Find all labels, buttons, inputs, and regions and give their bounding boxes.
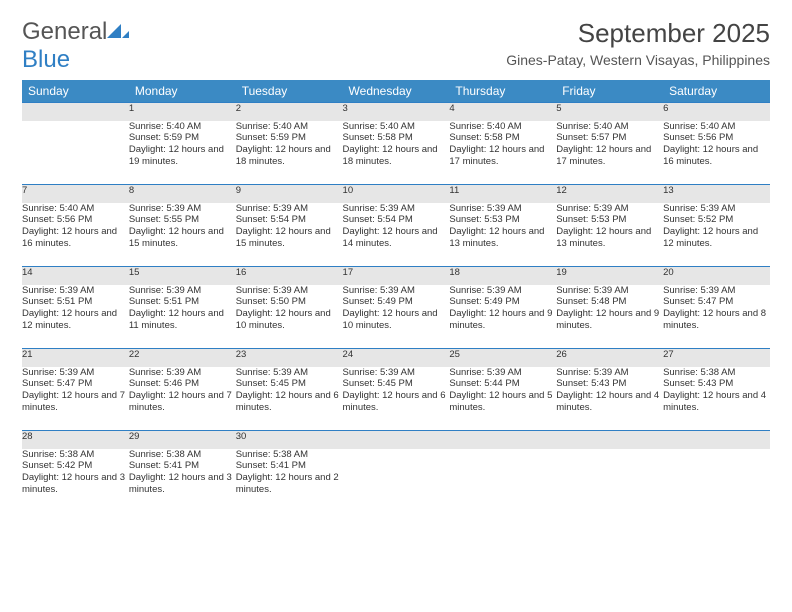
- day-num: [556, 431, 663, 449]
- day-num: 18: [449, 267, 556, 285]
- week-info: Sunrise: 5:39 AMSunset: 5:47 PMDaylight:…: [22, 367, 770, 431]
- day-num: 10: [343, 185, 450, 203]
- day-num: 11: [449, 185, 556, 203]
- day-info: Sunrise: 5:39 AMSunset: 5:53 PMDaylight:…: [556, 203, 663, 267]
- day-header-row: Sunday Monday Tuesday Wednesday Thursday…: [22, 80, 770, 103]
- week-info: Sunrise: 5:38 AMSunset: 5:42 PMDaylight:…: [22, 449, 770, 505]
- logo-text: GeneralBlue: [22, 18, 129, 74]
- day-info: Sunrise: 5:40 AMSunset: 5:58 PMDaylight:…: [449, 121, 556, 185]
- day-info: Sunrise: 5:40 AMSunset: 5:58 PMDaylight:…: [343, 121, 450, 185]
- day-info: Sunrise: 5:39 AMSunset: 5:48 PMDaylight:…: [556, 285, 663, 349]
- day-info: [449, 449, 556, 505]
- month-title: September 2025: [506, 18, 770, 49]
- day-info: Sunrise: 5:39 AMSunset: 5:47 PMDaylight:…: [22, 367, 129, 431]
- day-num: 2: [236, 103, 343, 121]
- day-num: 24: [343, 349, 450, 367]
- dh-sat: Saturday: [663, 80, 770, 103]
- day-info: Sunrise: 5:39 AMSunset: 5:43 PMDaylight:…: [556, 367, 663, 431]
- dh-wed: Wednesday: [343, 80, 450, 103]
- dh-fri: Friday: [556, 80, 663, 103]
- day-info: [22, 121, 129, 185]
- day-info: Sunrise: 5:39 AMSunset: 5:45 PMDaylight:…: [343, 367, 450, 431]
- day-num: 28: [22, 431, 129, 449]
- day-info: Sunrise: 5:39 AMSunset: 5:49 PMDaylight:…: [343, 285, 450, 349]
- day-info: Sunrise: 5:39 AMSunset: 5:51 PMDaylight:…: [129, 285, 236, 349]
- day-info: Sunrise: 5:39 AMSunset: 5:50 PMDaylight:…: [236, 285, 343, 349]
- week-row: 7 8 9 10 11 12 13: [22, 185, 770, 203]
- week-row: 28 29 30: [22, 431, 770, 449]
- location-label: Gines-Patay, Western Visayas, Philippine…: [506, 52, 770, 68]
- day-num: 1: [129, 103, 236, 121]
- day-info: Sunrise: 5:39 AMSunset: 5:52 PMDaylight:…: [663, 203, 770, 267]
- day-num: 9: [236, 185, 343, 203]
- week-info: Sunrise: 5:40 AMSunset: 5:56 PMDaylight:…: [22, 203, 770, 267]
- day-num: 16: [236, 267, 343, 285]
- week-row: 21 22 23 24 25 26 27: [22, 349, 770, 367]
- day-num: [22, 103, 129, 121]
- day-info: Sunrise: 5:38 AMSunset: 5:41 PMDaylight:…: [236, 449, 343, 505]
- day-info: [663, 449, 770, 505]
- day-info: Sunrise: 5:40 AMSunset: 5:59 PMDaylight:…: [129, 121, 236, 185]
- week-row: 14 15 16 17 18 19 20: [22, 267, 770, 285]
- logo-shape: [107, 18, 129, 45]
- week-info: Sunrise: 5:40 AMSunset: 5:59 PMDaylight:…: [22, 121, 770, 185]
- day-num: 4: [449, 103, 556, 121]
- day-num: 27: [663, 349, 770, 367]
- day-num: 17: [343, 267, 450, 285]
- week-row: 1 2 3 4 5 6: [22, 103, 770, 121]
- day-info: Sunrise: 5:40 AMSunset: 5:56 PMDaylight:…: [22, 203, 129, 267]
- day-info: Sunrise: 5:39 AMSunset: 5:46 PMDaylight:…: [129, 367, 236, 431]
- header: GeneralBlue September 2025 Gines-Patay, …: [22, 18, 770, 74]
- day-info: Sunrise: 5:39 AMSunset: 5:45 PMDaylight:…: [236, 367, 343, 431]
- day-num: [343, 431, 450, 449]
- day-info: Sunrise: 5:39 AMSunset: 5:44 PMDaylight:…: [449, 367, 556, 431]
- title-block: September 2025 Gines-Patay, Western Visa…: [506, 18, 770, 68]
- day-info: Sunrise: 5:38 AMSunset: 5:41 PMDaylight:…: [129, 449, 236, 505]
- logo-name-b: Blue: [22, 46, 70, 73]
- dh-sun: Sunday: [22, 80, 129, 103]
- day-info: Sunrise: 5:39 AMSunset: 5:51 PMDaylight:…: [22, 285, 129, 349]
- day-num: 19: [556, 267, 663, 285]
- day-num: 23: [236, 349, 343, 367]
- day-num: 21: [22, 349, 129, 367]
- dh-thu: Thursday: [449, 80, 556, 103]
- day-info: [556, 449, 663, 505]
- day-num: 26: [556, 349, 663, 367]
- day-info: Sunrise: 5:38 AMSunset: 5:42 PMDaylight:…: [22, 449, 129, 505]
- day-num: 14: [22, 267, 129, 285]
- day-info: Sunrise: 5:39 AMSunset: 5:54 PMDaylight:…: [236, 203, 343, 267]
- day-info: Sunrise: 5:39 AMSunset: 5:49 PMDaylight:…: [449, 285, 556, 349]
- day-info: Sunrise: 5:40 AMSunset: 5:57 PMDaylight:…: [556, 121, 663, 185]
- calendar-table: Sunday Monday Tuesday Wednesday Thursday…: [22, 80, 770, 505]
- day-num: 30: [236, 431, 343, 449]
- day-num: 13: [663, 185, 770, 203]
- day-num: 6: [663, 103, 770, 121]
- day-num: 15: [129, 267, 236, 285]
- day-info: [343, 449, 450, 505]
- day-num: 29: [129, 431, 236, 449]
- day-info: Sunrise: 5:40 AMSunset: 5:59 PMDaylight:…: [236, 121, 343, 185]
- day-num: 12: [556, 185, 663, 203]
- day-info: Sunrise: 5:39 AMSunset: 5:54 PMDaylight:…: [343, 203, 450, 267]
- week-info: Sunrise: 5:39 AMSunset: 5:51 PMDaylight:…: [22, 285, 770, 349]
- dh-tue: Tuesday: [236, 80, 343, 103]
- day-num: 3: [343, 103, 450, 121]
- day-info: Sunrise: 5:39 AMSunset: 5:53 PMDaylight:…: [449, 203, 556, 267]
- day-num: [663, 431, 770, 449]
- day-num: 7: [22, 185, 129, 203]
- day-num: 20: [663, 267, 770, 285]
- day-info: Sunrise: 5:39 AMSunset: 5:47 PMDaylight:…: [663, 285, 770, 349]
- day-info: Sunrise: 5:38 AMSunset: 5:43 PMDaylight:…: [663, 367, 770, 431]
- logo: GeneralBlue: [22, 18, 129, 74]
- day-num: 22: [129, 349, 236, 367]
- logo-name-a: General: [22, 18, 107, 45]
- dh-mon: Monday: [129, 80, 236, 103]
- day-num: 25: [449, 349, 556, 367]
- day-num: 8: [129, 185, 236, 203]
- day-num: [449, 431, 556, 449]
- day-num: 5: [556, 103, 663, 121]
- day-info: Sunrise: 5:40 AMSunset: 5:56 PMDaylight:…: [663, 121, 770, 185]
- calendar-body: 1 2 3 4 5 6 Sunrise: 5:40 AMSunset: 5:59…: [22, 103, 770, 505]
- day-info: Sunrise: 5:39 AMSunset: 5:55 PMDaylight:…: [129, 203, 236, 267]
